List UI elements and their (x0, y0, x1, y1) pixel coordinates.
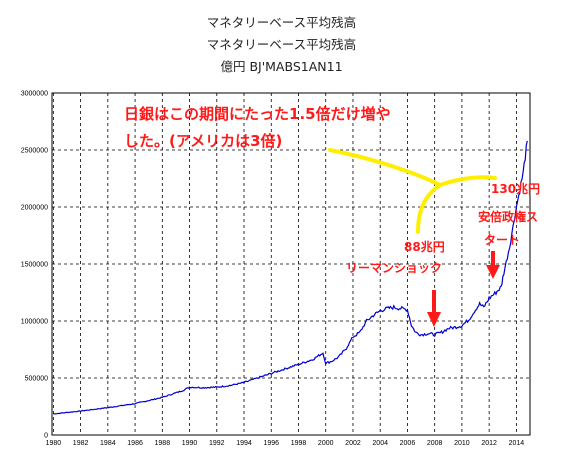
annotation-abe-value: 130兆円 (491, 181, 540, 196)
x-tick-label: 2012 (481, 440, 497, 447)
x-tick-label: 1984 (100, 440, 116, 447)
x-tick-label: 1998 (291, 440, 307, 447)
x-tick-label: 1988 (155, 440, 171, 447)
chart-title-line-1: マネタリーベース平均残高 (206, 15, 357, 30)
annotation-abe-label-1: 安倍政権ス (478, 209, 538, 224)
x-tick-label: 2008 (427, 440, 443, 447)
x-tick-label: 2014 (509, 440, 525, 447)
x-tick-label: 1982 (73, 440, 89, 447)
x-tick-label: 2006 (400, 440, 416, 447)
chart-title-line-2: マネタリーベース平均残高 (206, 37, 357, 52)
x-tick-label: 2000 (318, 440, 334, 447)
y-tick-label: 2000000 (21, 205, 48, 212)
y-tick-label: 3000000 (21, 91, 48, 98)
x-tick-label: 1990 (182, 440, 198, 447)
highlight-curve (328, 148, 497, 234)
arrow-abe (486, 251, 500, 279)
x-tick-label: 2010 (454, 440, 470, 447)
y-tick-label: 2500000 (21, 148, 48, 155)
y-tick-label: 500000 (25, 376, 48, 383)
annotation-lehman-value: 88兆円 (404, 239, 445, 254)
annotation-main-line-2: した。(アメリカは3倍) (124, 132, 282, 150)
series-line-monetary-base (53, 140, 528, 415)
y-tick-label: 0 (44, 433, 48, 440)
arrow-lehman (427, 290, 441, 327)
annotation-lehman-label: リーマンショック (346, 261, 442, 275)
y-tick-label: 1500000 (21, 262, 48, 269)
y-tick-label: 1000000 (21, 319, 48, 326)
chart-title-line-3: 億円 BJ'MABS1AN11 (220, 59, 343, 74)
x-tick-label: 1980 (46, 440, 62, 447)
x-tick-label: 2004 (372, 440, 388, 447)
x-tick-label: 1994 (236, 440, 252, 447)
x-tick-label: 2002 (345, 440, 361, 447)
x-tick-label: 1996 (263, 440, 279, 447)
annotation-main-line-1: 日銀はこの期間にたった1.5倍だけ増や (124, 105, 391, 123)
x-tick-label: 1986 (127, 440, 143, 447)
annotation-abe-label-2: タート (484, 233, 520, 247)
x-tick-label: 1992 (209, 440, 225, 447)
